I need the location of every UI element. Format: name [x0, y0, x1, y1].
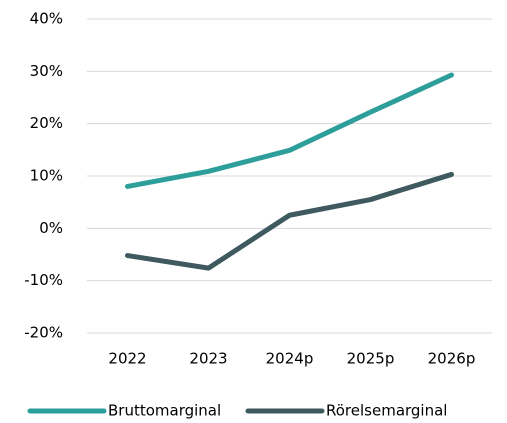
legend-label: Bruttomarginal — [108, 402, 221, 420]
y-tick-label: 30% — [30, 62, 63, 80]
y-tick-label: 20% — [30, 114, 63, 132]
line-series — [125, 171, 454, 271]
y-tick-label: 0% — [39, 219, 63, 237]
line-series — [125, 72, 454, 189]
x-tick-label: 2026p — [428, 350, 476, 368]
x-tick-label: 2023 — [189, 350, 227, 368]
y-tick-label: -20% — [24, 324, 63, 342]
y-tick-label: 40% — [30, 10, 63, 28]
x-tick-label: 2022 — [108, 350, 146, 368]
x-tick-label: 2025p — [347, 350, 395, 368]
x-tick-label: 2024p — [266, 350, 314, 368]
y-tick-label: 10% — [30, 167, 63, 185]
legend-label: Rörelsemarginal — [326, 402, 447, 420]
y-tick-label: -10% — [24, 271, 63, 289]
